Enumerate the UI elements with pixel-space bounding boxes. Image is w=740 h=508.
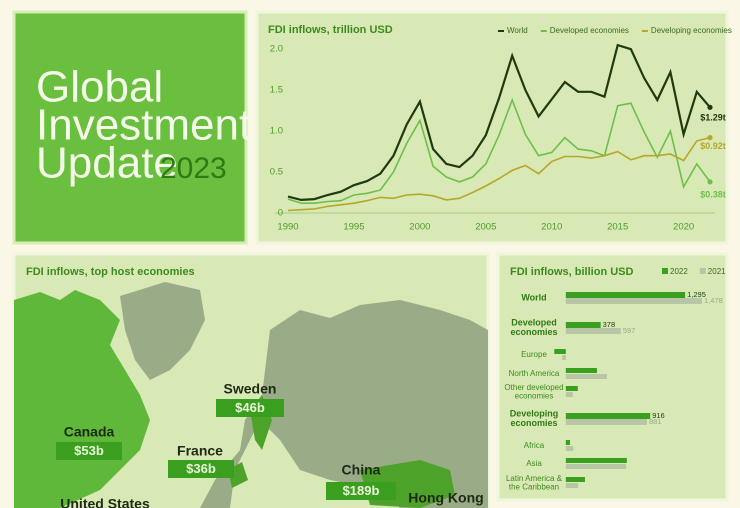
- y-tick-label: 1.5: [270, 85, 283, 96]
- y-tick-label: 2.0: [270, 44, 283, 55]
- bar: [565, 374, 607, 379]
- value-label: 1,295: [687, 290, 706, 299]
- x-tick-label: 2010: [541, 222, 562, 233]
- bar: [565, 458, 627, 463]
- title-panel: [12, 10, 248, 245]
- bar: [565, 477, 585, 482]
- y-tick-label: 1.0: [270, 126, 283, 137]
- bar: [565, 322, 601, 328]
- region-name: United States: [60, 496, 150, 508]
- bar: [565, 368, 597, 373]
- legend-label: Developed economies: [550, 26, 629, 35]
- bar: [565, 292, 686, 298]
- region-value-box: [56, 442, 122, 460]
- region-value-box: [326, 482, 396, 500]
- region-value-box: [168, 460, 234, 478]
- value-label: 881: [649, 417, 662, 426]
- y-tick-label: 0: [278, 208, 283, 219]
- category-label: Europe: [521, 350, 547, 359]
- bar: [565, 386, 578, 391]
- x-tick-label: 2000: [409, 222, 430, 233]
- region-value: $189b: [343, 483, 380, 498]
- bar: [554, 349, 566, 354]
- title-line: Update: [36, 139, 178, 188]
- end-label: $1.29t: [700, 113, 726, 123]
- bar: [565, 413, 651, 419]
- legend-swatch: [662, 268, 668, 274]
- y-tick-label: 0.5: [270, 167, 283, 178]
- x-tick-label: 2015: [607, 222, 628, 233]
- legend-label: 2021: [708, 267, 726, 276]
- region-name: China: [342, 462, 381, 478]
- bar: [565, 464, 627, 469]
- region-value: $46b: [235, 400, 265, 415]
- category-label: Latin America & the Caribbean: [506, 474, 563, 491]
- value-label: 378: [603, 320, 616, 329]
- region-value: $53b: [74, 443, 104, 458]
- x-tick-label: 2020: [673, 222, 694, 233]
- line-series: [287, 97, 711, 204]
- category-label: World: [521, 292, 546, 302]
- eurasia: [200, 300, 488, 508]
- line-series: [287, 43, 711, 202]
- bar: [565, 392, 573, 397]
- category-label: North America: [509, 369, 560, 378]
- line-series: [287, 136, 711, 212]
- bar: [565, 446, 574, 451]
- region-name: Canada: [64, 424, 115, 440]
- x-tick-label: 1995: [343, 222, 364, 233]
- value-label: 597: [623, 326, 636, 335]
- legend-swatch: [699, 268, 706, 274]
- legend-label: World: [507, 26, 528, 35]
- category-label: Developing economies: [510, 409, 559, 428]
- title-line: Global: [36, 63, 163, 112]
- region-value-box: [216, 399, 284, 417]
- chart-title: FDI inflows, trillion USD: [268, 24, 393, 36]
- bar: [565, 419, 647, 425]
- x-tick-label: 1990: [277, 222, 298, 233]
- region-name: Hong Kong: [408, 490, 483, 506]
- category-label: Asia: [526, 459, 542, 468]
- region-name: Sweden: [224, 381, 277, 397]
- legend-label: 2022: [670, 267, 688, 276]
- region-name: France: [177, 443, 223, 459]
- bar: [565, 298, 702, 304]
- category-label: Africa: [524, 441, 545, 450]
- x-tick-label: 2005: [475, 222, 496, 233]
- title-year: 2023: [160, 152, 227, 185]
- bar: [565, 328, 621, 334]
- category-label: Other developed economies: [504, 383, 563, 400]
- title-line: Investment: [36, 101, 251, 150]
- end-point: [707, 179, 713, 185]
- bar: [565, 483, 579, 488]
- bar: [562, 355, 566, 360]
- chart-title: FDI inflows, top host economies: [26, 266, 195, 278]
- region-value: $36b: [186, 461, 216, 476]
- value-label: 916: [652, 411, 665, 420]
- bar: [565, 440, 570, 445]
- end-point: [707, 135, 713, 141]
- end-label: $0.92t: [700, 141, 726, 151]
- end-label: $0.38t: [700, 189, 726, 199]
- line-panel: [255, 10, 729, 245]
- chart-title: FDI inflows, billion USD: [510, 266, 633, 278]
- value-label: 1,478: [704, 296, 723, 305]
- category-label: Developed economies: [510, 318, 557, 337]
- end-point: [707, 104, 713, 110]
- greenland: [120, 282, 205, 380]
- legend-label: Developing economies: [651, 26, 732, 35]
